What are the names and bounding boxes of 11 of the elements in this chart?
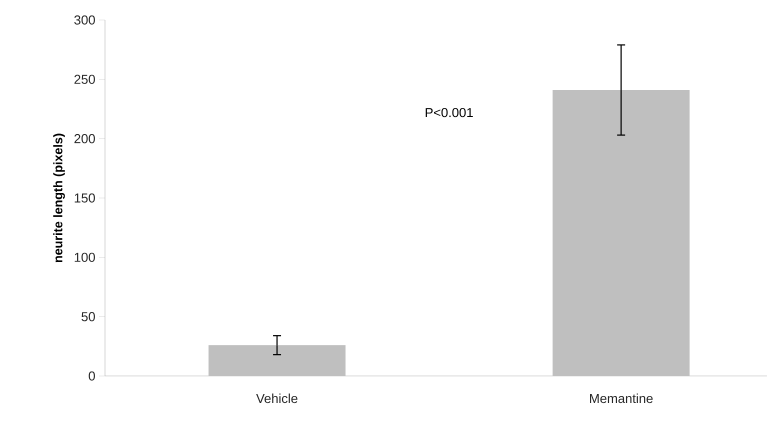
x-tick-label: Vehicle [256,394,298,404]
x-tick-label: Memantine [590,394,653,404]
y-tick-label: 250 [74,74,95,84]
annotation: P<0.001 [426,108,473,118]
y-tick-label: 150 [74,193,95,203]
y-tick-label: 100 [74,252,95,262]
y-tick-label: 50 [82,312,95,322]
y-tick-label: 300 [74,15,95,25]
y-axis-title: neurite length (pixels) [53,134,65,262]
y-tick-label: 0 [88,371,95,381]
y-tick-label: 200 [74,134,95,144]
